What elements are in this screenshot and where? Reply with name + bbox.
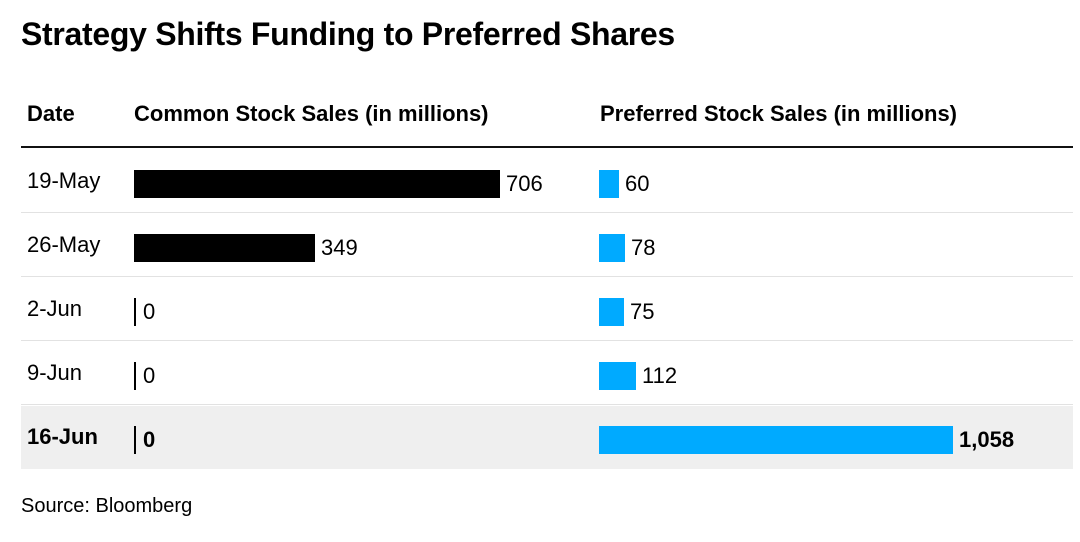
preferred-stock-bar	[599, 426, 953, 454]
date-label: 19-May	[27, 168, 101, 193]
preferred-stock-bar	[599, 298, 624, 326]
source-note: Source: Bloomberg	[21, 495, 193, 517]
table-row: 16-Jun 0 1,058	[21, 406, 1073, 469]
preferred-stock-column-header: Preferred Stock Sales (in millions)	[600, 101, 958, 126]
common-stock-zero-bar	[134, 426, 136, 454]
common-stock-value-label: 0	[143, 299, 156, 324]
preferred-stock-value-label: 78	[631, 235, 656, 260]
common-stock-bar	[134, 234, 315, 262]
date-label: 9-Jun	[27, 360, 83, 385]
table-row: 2-Jun 0 75	[21, 278, 1073, 341]
preferred-stock-value-label: 1,058	[959, 427, 1015, 452]
common-stock-value-label: 0	[143, 363, 156, 388]
preferred-stock-value-label: 60	[625, 171, 650, 196]
preferred-stock-value-label: 75	[630, 299, 655, 324]
common-stock-column-header: Common Stock Sales (in millions)	[134, 101, 489, 126]
common-stock-value-label: 706	[506, 171, 543, 196]
common-stock-zero-bar	[134, 298, 136, 326]
preferred-stock-bar	[599, 362, 636, 390]
table-row: 19-May 706 60	[21, 150, 1073, 213]
preferred-stock-value-label: 112	[642, 363, 678, 388]
date-label: 26-May	[27, 232, 101, 257]
chart-title: Strategy Shifts Funding to Preferred Sha…	[21, 16, 675, 52]
date-label: 16-Jun	[27, 424, 98, 449]
common-stock-value-label: 349	[321, 235, 358, 260]
date-label: 2-Jun	[27, 296, 83, 321]
header-rule	[21, 146, 1073, 148]
common-stock-bar	[134, 170, 500, 198]
preferred-stock-bar	[599, 234, 625, 262]
preferred-stock-bar	[599, 170, 619, 198]
table-row: 26-May 349 78	[21, 214, 1073, 277]
common-stock-value-label: 0	[143, 427, 156, 452]
date-column-header: Date	[27, 101, 75, 126]
table-row: 9-Jun 0 112	[21, 342, 1073, 405]
common-stock-zero-bar	[134, 362, 136, 390]
